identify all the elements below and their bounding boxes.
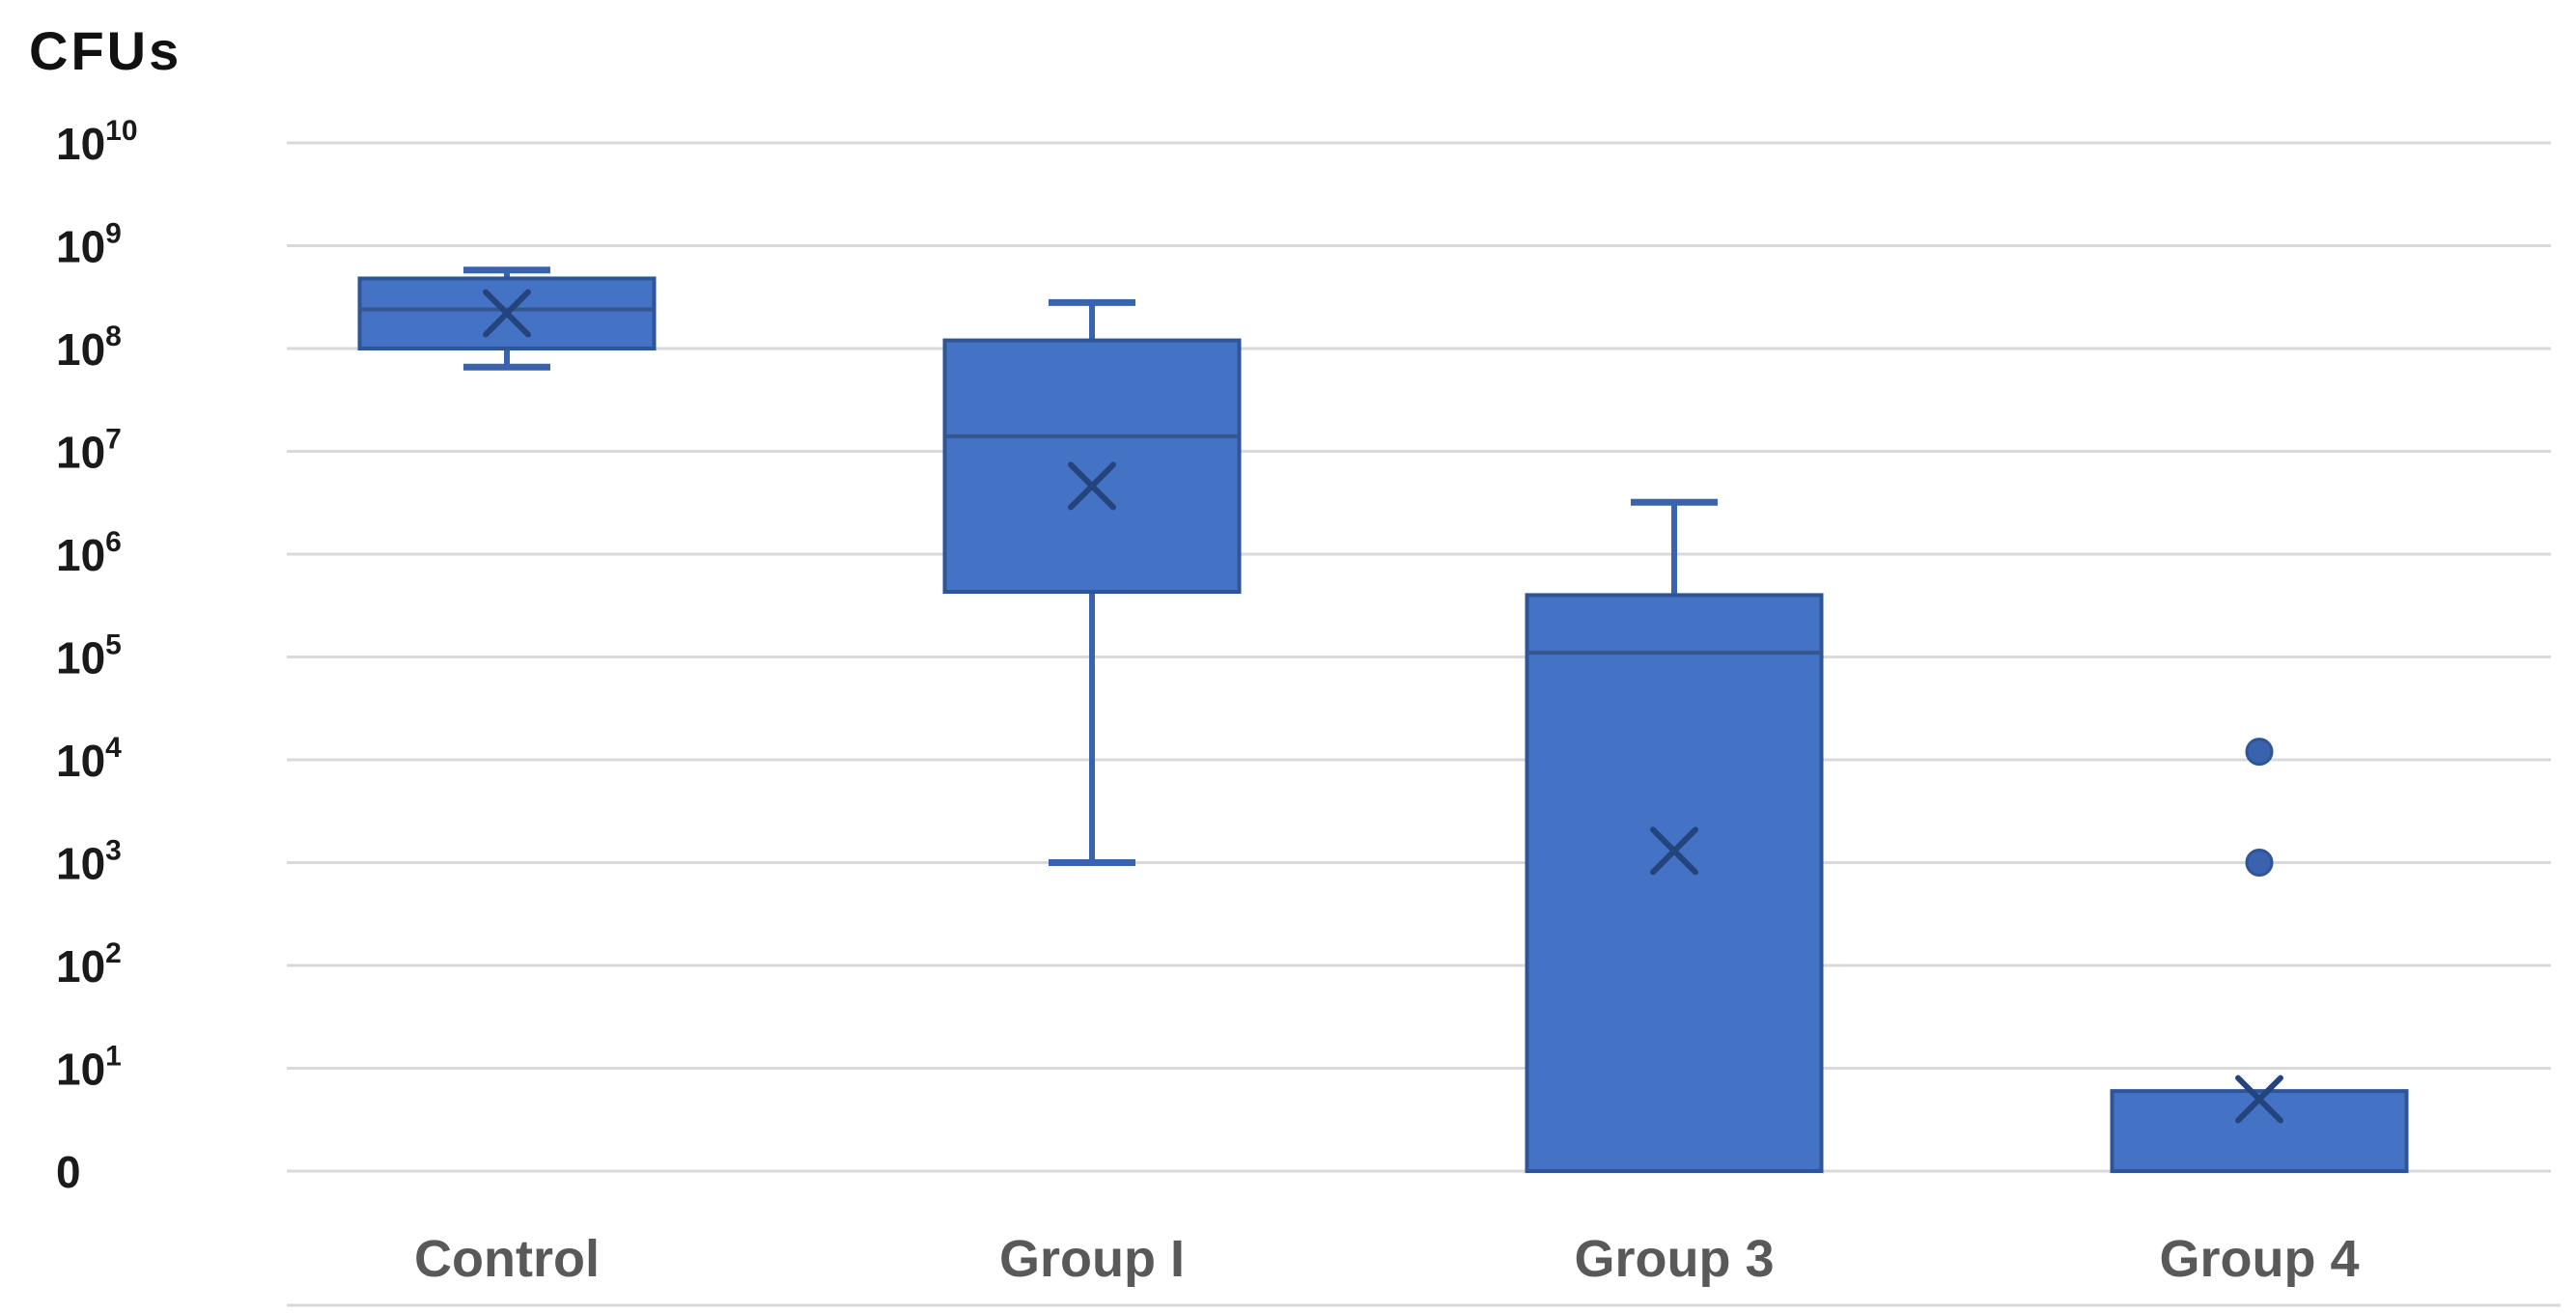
y-tick-label: 107 bbox=[56, 424, 122, 478]
y-tick-label: 1010 bbox=[56, 115, 138, 169]
y-tick-label: 101 bbox=[56, 1041, 122, 1095]
boxplot-group-3 bbox=[1525, 498, 1824, 1173]
box-series bbox=[357, 266, 2409, 1173]
mean-x-marker bbox=[1068, 461, 1116, 511]
category-label-group-4: Group 4 bbox=[2159, 1230, 2359, 1288]
iqr-box bbox=[357, 276, 657, 351]
y-tick-label: 0 bbox=[56, 1147, 81, 1197]
category-label-group-3: Group 3 bbox=[1574, 1230, 1774, 1288]
mean-x-marker bbox=[2235, 1075, 2283, 1124]
boxplot-control bbox=[357, 266, 657, 371]
iqr-box bbox=[2110, 1089, 2409, 1173]
y-tick-label: 106 bbox=[56, 526, 122, 580]
category-label-group-i: Group I bbox=[999, 1230, 1185, 1288]
mean-x-marker bbox=[1650, 826, 1698, 876]
y-tick-label: 108 bbox=[56, 321, 122, 375]
y-tick-label: 102 bbox=[56, 937, 122, 992]
boxplot-group-4 bbox=[2110, 738, 2409, 1173]
mean-x-marker bbox=[483, 289, 531, 338]
category-label-control: Control bbox=[414, 1230, 600, 1288]
y-tick-label: 109 bbox=[56, 218, 122, 272]
y-tick-label: 105 bbox=[56, 629, 122, 684]
y-tick-label: 104 bbox=[56, 732, 122, 786]
iqr-box bbox=[1525, 593, 1824, 1173]
iqr-box bbox=[942, 338, 1242, 595]
x-axis-category-labels: Control Group I Group 3 Group 4 bbox=[414, 1230, 2359, 1288]
y-axis-title: CFUs bbox=[29, 20, 182, 81]
y-tick-label: 103 bbox=[56, 835, 122, 889]
outlier-dot bbox=[2245, 849, 2274, 877]
outlier-dot bbox=[2245, 738, 2274, 767]
boxplot-group-i bbox=[942, 298, 1242, 866]
